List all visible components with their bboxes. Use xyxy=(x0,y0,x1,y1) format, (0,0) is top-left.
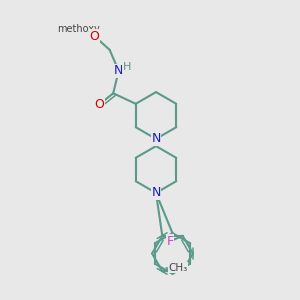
Text: N: N xyxy=(114,64,123,77)
Text: N: N xyxy=(151,132,161,146)
Text: F: F xyxy=(167,235,174,248)
Text: H: H xyxy=(123,62,131,72)
Text: O: O xyxy=(90,30,100,43)
Text: N: N xyxy=(151,186,161,200)
Text: O: O xyxy=(94,98,104,111)
Text: methoxy: methoxy xyxy=(57,24,100,34)
Text: CH₃: CH₃ xyxy=(168,262,188,273)
Text: O: O xyxy=(90,30,100,43)
